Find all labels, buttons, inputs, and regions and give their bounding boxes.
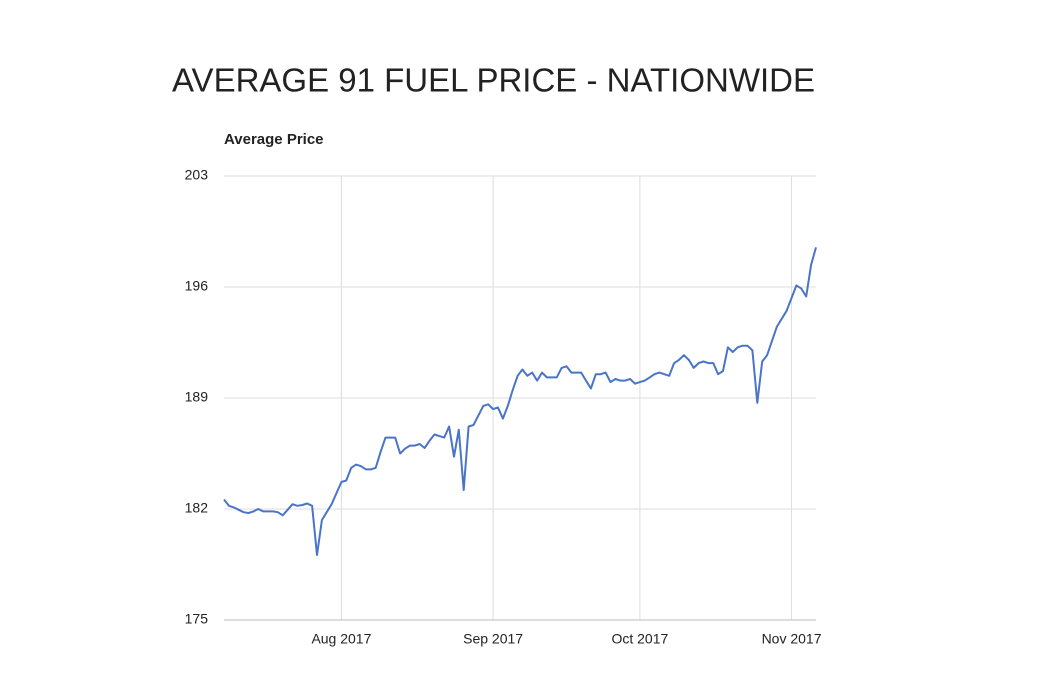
x-tick-label: Aug 2017 bbox=[311, 631, 371, 647]
y-tick-label: 196 bbox=[185, 278, 209, 294]
x-tick-label: Nov 2017 bbox=[762, 631, 822, 647]
y-tick-label: 175 bbox=[185, 611, 209, 627]
x-tick-label: Sep 2017 bbox=[463, 631, 523, 647]
y-axis-label: Average Price bbox=[224, 131, 324, 148]
x-tick-label: Oct 2017 bbox=[611, 631, 668, 647]
chart-title: AVERAGE 91 FUEL PRICE - NATIONWIDE bbox=[172, 62, 815, 99]
y-tick-label: 189 bbox=[185, 389, 209, 405]
y-tick-label: 182 bbox=[185, 500, 209, 516]
y-tick-label: 203 bbox=[185, 167, 209, 183]
data-line bbox=[223, 247, 817, 556]
